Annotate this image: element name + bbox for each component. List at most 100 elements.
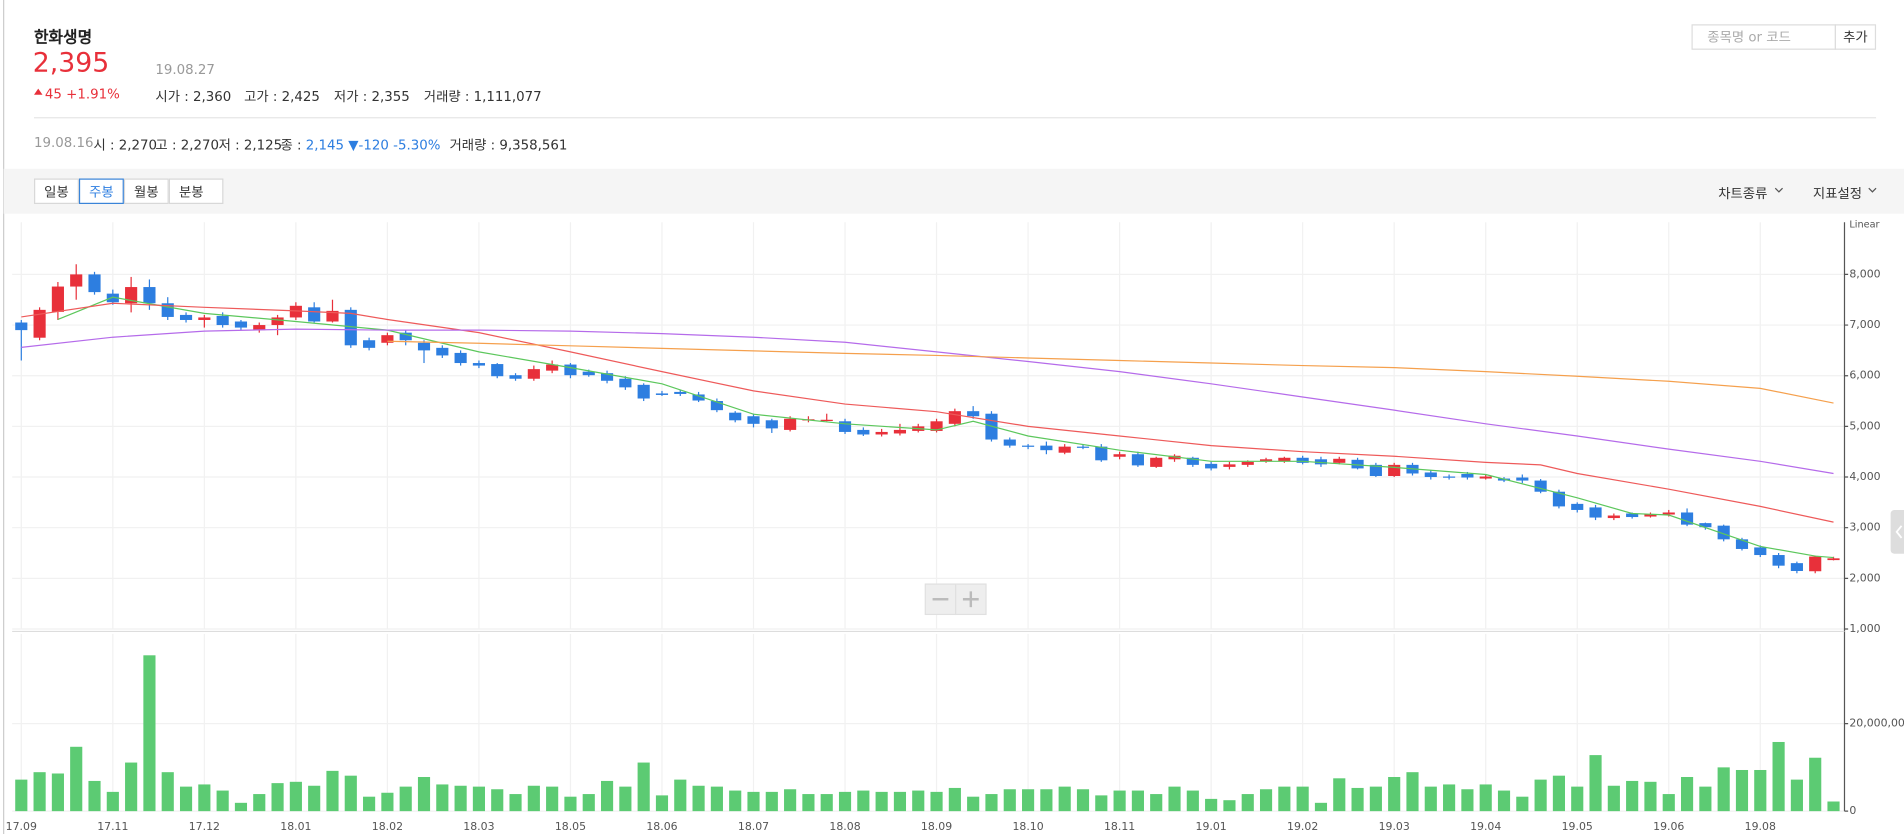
candle-body — [344, 309, 357, 346]
candle-body — [1186, 457, 1199, 465]
moving-average — [21, 328, 1834, 475]
candle-body — [784, 418, 797, 430]
moving-average — [57, 296, 1834, 559]
marks — [15, 264, 1840, 812]
x-tick-label: 17.12 — [189, 820, 220, 833]
candle-body — [747, 416, 760, 424]
volume-bar — [381, 792, 394, 812]
volume-bar — [729, 790, 742, 812]
up-arrow — [33, 88, 43, 95]
grid — [12, 222, 1845, 812]
y-tick-label: 7,000 — [1849, 318, 1880, 331]
volume-bar — [161, 772, 174, 812]
candle-body — [399, 332, 412, 341]
candle-body — [1351, 459, 1364, 469]
stat: 시가 : 2,360 — [155, 88, 232, 105]
candle-body — [1552, 491, 1566, 507]
volume-bar — [1717, 767, 1730, 812]
candle-body — [472, 363, 485, 366]
moving-average — [21, 302, 1834, 523]
candle-body — [655, 393, 669, 395]
volume-bar — [308, 785, 321, 812]
candle-body — [1534, 480, 1547, 492]
candle-body — [381, 335, 394, 343]
volume-bar — [1516, 796, 1529, 812]
y-tick-label: 6,000 — [1849, 369, 1880, 382]
candle-body — [1076, 446, 1090, 448]
volume-bar — [436, 784, 449, 812]
candle-body — [1278, 457, 1291, 462]
volume-bar — [1497, 790, 1511, 812]
tab[interactable]: 주봉 — [78, 178, 124, 204]
tab[interactable]: 월봉 — [123, 178, 169, 204]
volume-bar — [619, 786, 632, 812]
y-tick-label: 1,000 — [1849, 622, 1880, 635]
x-tick-label: 18.08 — [829, 820, 860, 833]
candle-body — [710, 401, 723, 411]
search-input[interactable]: 종목명 or 코드 — [1691, 24, 1836, 50]
candle-body — [1516, 477, 1529, 481]
candle-body — [1296, 457, 1309, 463]
x-tick-label: 18.05 — [555, 820, 586, 833]
info-high: 고 : 2,270 — [155, 137, 219, 153]
candle-body — [820, 419, 833, 421]
x-tick-label: 19.01 — [1196, 820, 1227, 833]
x-tick-label: 18.06 — [646, 820, 677, 833]
x-tick-label: 18.10 — [1012, 820, 1043, 833]
candle-body — [143, 287, 156, 304]
candle-body — [1333, 458, 1346, 463]
volume-bar — [1186, 790, 1199, 812]
volume-bar — [1314, 802, 1328, 812]
volume-bar — [1443, 784, 1456, 812]
search-button[interactable]: 추가 — [1834, 24, 1877, 50]
volume-bar — [1022, 789, 1035, 812]
y-tick-label: 2,000 — [1849, 571, 1880, 584]
candle-body — [1571, 503, 1584, 510]
candle-body — [838, 421, 852, 432]
menu[interactable]: 차트종류 — [1718, 185, 1768, 202]
candle-body — [125, 287, 138, 304]
menu[interactable]: 지표설정 — [1812, 185, 1863, 202]
volume-bar — [1113, 790, 1126, 812]
volume-bar — [674, 779, 687, 812]
volume-bar — [1827, 801, 1840, 812]
info-date: 19.08.16 — [33, 134, 94, 151]
candle-body — [729, 412, 742, 421]
candle-body — [1003, 439, 1016, 446]
tab[interactable]: 분봉 — [168, 178, 224, 204]
candle-body — [1150, 457, 1163, 467]
volume-bar — [1369, 786, 1382, 812]
volume-tick-label: 20,000,000 — [1849, 717, 1904, 730]
x-tick-label: 18.01 — [280, 820, 311, 833]
info-open: 시 : 2,270 — [93, 137, 158, 153]
volume-bar — [1150, 794, 1163, 812]
zoom-buttons[interactable] — [924, 583, 987, 616]
candle-body — [253, 325, 266, 331]
candle-body — [765, 420, 778, 429]
volume-bar — [838, 791, 852, 812]
volume-bar — [948, 787, 961, 812]
candle-body — [509, 375, 522, 379]
y-tick-label: 5,000 — [1849, 419, 1880, 432]
volume-bar — [143, 655, 156, 812]
x-tick-label: 18.07 — [738, 820, 769, 833]
candle-body — [51, 286, 64, 312]
volume-bar — [1205, 798, 1218, 812]
tab[interactable]: 일봉 — [33, 178, 79, 204]
side-handle[interactable] — [1890, 509, 1904, 554]
volume-bar — [1790, 779, 1803, 812]
volume-bar — [198, 784, 211, 812]
candle-body — [582, 371, 595, 376]
candle-body — [1626, 513, 1639, 518]
candle-body — [491, 364, 504, 377]
candle-body — [106, 293, 119, 303]
volume-bar — [326, 770, 339, 812]
volume-bar — [1241, 794, 1254, 812]
x-tick-label: 19.04 — [1470, 820, 1501, 833]
x-tick-label: 19.02 — [1287, 820, 1318, 833]
volume-bar — [88, 780, 101, 812]
volume-bar — [600, 780, 614, 812]
volume-bar — [1003, 789, 1016, 812]
close-label: 종 : — [280, 137, 302, 153]
